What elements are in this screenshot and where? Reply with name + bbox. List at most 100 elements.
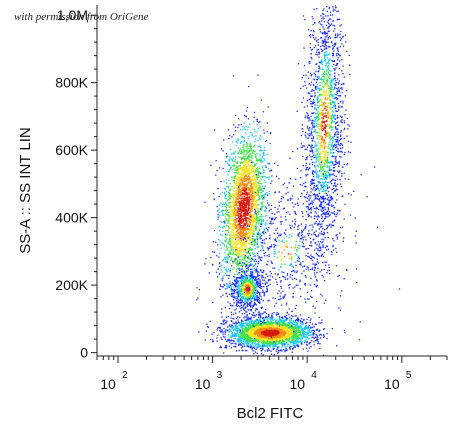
data-point [249, 196, 251, 198]
data-point [258, 342, 260, 344]
data-point [260, 195, 262, 197]
data-point [276, 335, 278, 337]
data-point [258, 222, 260, 225]
data-point [252, 325, 254, 327]
data-point [242, 158, 244, 160]
data-point [248, 231, 250, 234]
data-point [210, 338, 212, 341]
data-point [304, 328, 306, 331]
data-point [213, 331, 215, 334]
data-point [249, 211, 252, 214]
data-point [224, 225, 226, 228]
data-point [238, 329, 240, 331]
data-point [222, 277, 224, 280]
data-point [287, 332, 289, 334]
data-point [280, 341, 282, 343]
data-point [243, 248, 245, 250]
data-point [254, 181, 256, 183]
data-point [236, 234, 238, 236]
data-point [243, 214, 245, 216]
data-point [245, 200, 247, 202]
data-point [251, 187, 253, 189]
data-point [229, 271, 231, 273]
data-point [239, 224, 241, 226]
data-point [237, 198, 240, 201]
data-point [266, 338, 268, 340]
data-point [246, 221, 248, 223]
data-point [246, 349, 248, 352]
data-point [252, 220, 255, 222]
data-point [254, 336, 256, 339]
data-point [255, 170, 257, 173]
data-point [228, 328, 230, 330]
data-point [255, 193, 257, 195]
data-point [232, 211, 234, 213]
data-point [250, 220, 252, 222]
data-point [344, 331, 346, 334]
data-point [289, 326, 291, 329]
data-point [243, 217, 245, 219]
data-point [245, 242, 247, 244]
data-point [243, 178, 245, 180]
data-point [262, 319, 265, 321]
data-point [259, 159, 261, 162]
data-point [255, 326, 257, 328]
data-point [280, 320, 283, 322]
data-point [243, 169, 245, 171]
data-point [243, 258, 245, 260]
data-point [227, 129, 229, 131]
data-point [239, 173, 242, 175]
data-point [255, 156, 257, 158]
data-point [237, 177, 239, 179]
data-point [265, 335, 268, 337]
data-point [240, 221, 242, 224]
data-point [252, 345, 254, 347]
data-point [257, 145, 260, 148]
data-point [284, 315, 286, 318]
data-point [259, 189, 261, 191]
data-point [260, 219, 262, 221]
data-point [250, 249, 252, 251]
data-point [310, 331, 313, 333]
data-point [244, 176, 246, 179]
data-point [258, 159, 260, 161]
data-point [233, 167, 235, 169]
data-point [242, 201, 244, 203]
data-point [255, 227, 257, 229]
data-point [244, 198, 246, 200]
data-point [225, 345, 228, 347]
data-point [251, 168, 253, 170]
data-point [241, 205, 244, 207]
data-point [251, 210, 254, 212]
data-point [249, 147, 252, 149]
data-point [256, 118, 258, 121]
data-point [246, 342, 249, 344]
data-point [247, 234, 249, 236]
data-point [270, 341, 272, 343]
data-point [307, 329, 309, 331]
data-point [300, 341, 302, 343]
data-point [244, 319, 246, 321]
data-point [245, 219, 247, 222]
data-point [248, 169, 250, 171]
data-point [272, 339, 274, 341]
data-point [243, 215, 245, 217]
data-point [226, 193, 228, 195]
data-point [251, 156, 253, 158]
data-point [326, 332, 328, 335]
data-point [274, 334, 276, 336]
data-point [244, 194, 246, 196]
data-point [252, 168, 255, 170]
data-point [240, 229, 242, 231]
data-point [233, 340, 235, 343]
data-point [251, 157, 253, 160]
data-point [237, 252, 239, 255]
data-point [258, 322, 260, 324]
data-point [302, 334, 304, 337]
data-point [305, 336, 307, 338]
data-point [251, 186, 253, 188]
data-point [237, 264, 239, 266]
data-point [220, 296, 222, 298]
data-point [236, 329, 238, 331]
data-point [253, 324, 256, 326]
